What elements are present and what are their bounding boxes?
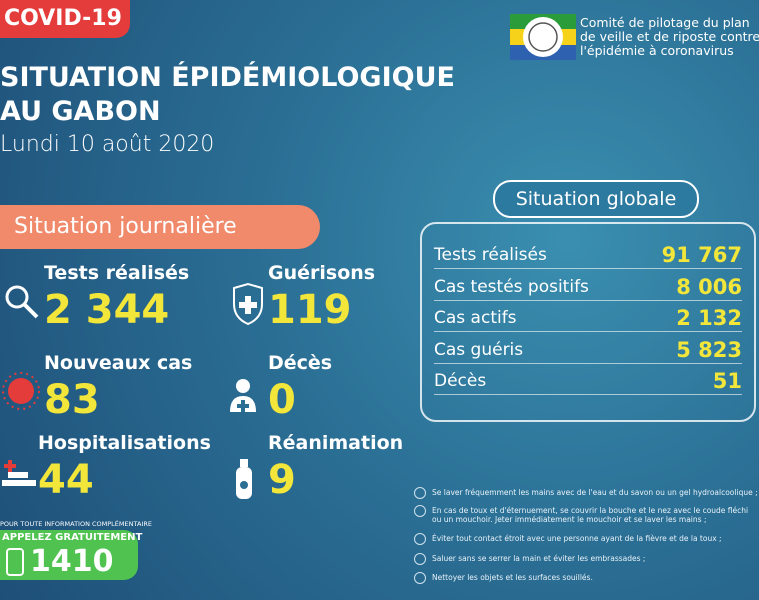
- call-text: APPELEZ GRATUITEMENT: [2, 532, 143, 543]
- table-row: Tests réalisés 91 767: [434, 238, 742, 269]
- stat-label: Hospitalisations: [38, 432, 211, 454]
- table-row: Cas actifs 2 132: [434, 301, 742, 332]
- stat-value: 119: [268, 287, 352, 333]
- stat-label: Réanimation: [268, 432, 404, 454]
- icon-bed: [2, 460, 36, 486]
- advice-text: En cas de toux et d'éternuement, se couv…: [432, 506, 749, 524]
- table-row: Décès 51: [434, 364, 742, 395]
- row-value: 2 132: [676, 306, 742, 330]
- row-label: Tests réalisés: [434, 245, 547, 265]
- advice-icon: [414, 533, 426, 545]
- row-value: 8 006: [676, 274, 742, 299]
- row-label: Cas testés positifs: [434, 276, 589, 297]
- table-row: Cas guéris 5 823: [434, 333, 742, 364]
- icon-phone: [6, 548, 24, 576]
- title: AU GABON: [0, 96, 161, 127]
- committee-text: Comité de pilotage du plan: [580, 15, 750, 30]
- advice-text: Nettoyer les objets et les surfaces soui…: [432, 573, 593, 582]
- icon-search: [5, 285, 39, 319]
- stat-value: 0: [268, 377, 296, 423]
- stat-value: 2 344: [44, 287, 170, 333]
- badge: COVID-19: [0, 0, 130, 38]
- date: Lundi 10 août 2020: [0, 132, 215, 157]
- advice-icon: [414, 572, 426, 584]
- stat-label: Nouveaux cas: [44, 352, 193, 374]
- section-heading: Situation globale: [493, 180, 699, 218]
- row-value: 5 823: [676, 337, 742, 362]
- advice-text: Saluer sans se serrer la main et éviter …: [432, 554, 646, 563]
- phone-number: 1410: [30, 544, 114, 579]
- stat-label: Décès: [268, 352, 333, 374]
- icon-oxygen: [236, 459, 252, 499]
- row-value: 51: [712, 369, 742, 393]
- global-panel: [420, 222, 756, 422]
- icon-shield: [233, 282, 263, 326]
- committee-text: l'épidémie à coronavirus: [580, 43, 734, 58]
- advice-icon: [414, 553, 426, 565]
- row-value: 91 767: [661, 243, 742, 267]
- section-heading: Situation journalière: [0, 205, 320, 249]
- stat-label: Tests réalisés: [44, 262, 190, 284]
- row-label: Cas guéris: [434, 339, 524, 360]
- logo: [510, 14, 576, 60]
- icon-virus: [2, 372, 40, 410]
- stat-value: 44: [38, 457, 94, 503]
- advice-text: Éviter tout contact étroit avec une pers…: [432, 534, 722, 543]
- stat-value: 9: [268, 457, 296, 503]
- advice-text: Se laver fréquemment les mains avec de l…: [432, 488, 758, 497]
- table-row: Cas testés positifs 8 006: [434, 270, 742, 301]
- info-note: POUR TOUTE INFORMATION COMPLÉMENTAIRE: [0, 520, 152, 528]
- committee-text: de veille et de riposte contre: [580, 29, 759, 44]
- icon-person: [230, 379, 256, 412]
- advice-icon: [414, 487, 426, 499]
- stat-value: 83: [44, 377, 100, 423]
- row-label: Décès: [434, 371, 487, 391]
- stat-label: Guérisons: [268, 262, 376, 284]
- title: SITUATION ÉPIDÉMIOLOGIQUE: [0, 62, 455, 93]
- row-label: Cas actifs: [434, 308, 517, 328]
- advice-icon: [414, 505, 426, 517]
